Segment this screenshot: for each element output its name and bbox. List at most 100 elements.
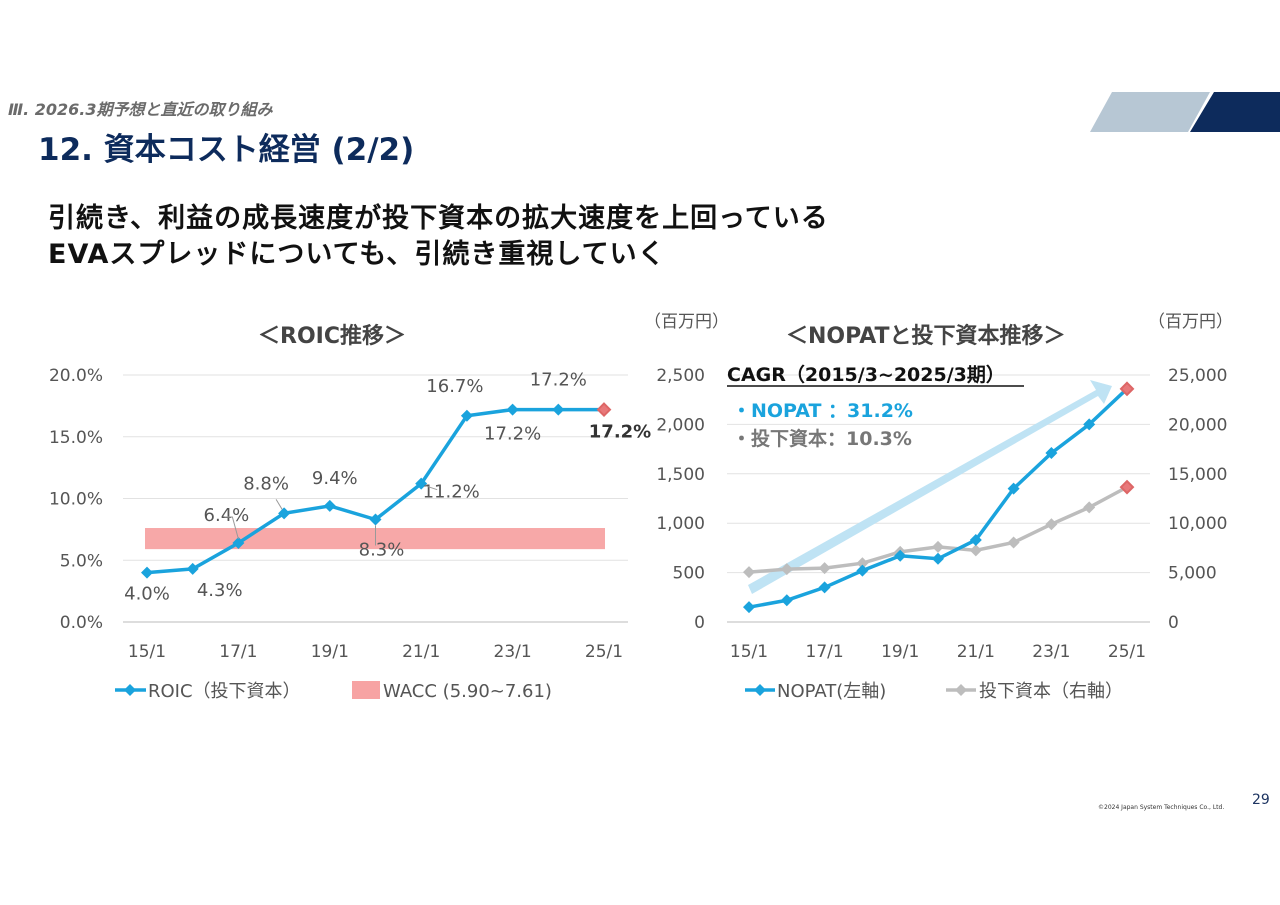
invest-right-tick-label: 0: [1168, 613, 1179, 633]
roic-x-tick-label: 23/1: [494, 642, 532, 662]
roic-data-point: [369, 513, 382, 526]
roic-data-label: 6.4%: [204, 505, 250, 526]
nopat-data-point: [1083, 418, 1096, 431]
roic-x-tick-label: 19/1: [311, 642, 349, 662]
nopat-legend-label: NOPAT(左軸): [777, 681, 886, 702]
copyright: ©2024 Japan System Techniques Co., Ltd.: [1098, 804, 1225, 811]
nopat-x-tick-label: 25/1: [1108, 642, 1146, 662]
nopat-data-point: [818, 581, 831, 594]
nopat-x-tick-label: 19/1: [881, 642, 919, 662]
roic-data-label: 8.8%: [243, 473, 289, 494]
invest-data-point: [1119, 479, 1135, 495]
section-label: Ⅲ. 2026.3期予想と直近の取り組み: [8, 100, 273, 119]
roic-data-point: [141, 566, 153, 579]
roic-data-label: 17.2%: [484, 424, 541, 445]
corner-decoration: [1090, 92, 1280, 132]
nopat-data-point: [743, 601, 755, 614]
roic-data-label: 8.3%: [359, 539, 405, 560]
deco-light-band: [1090, 92, 1210, 132]
roic-x-tick-label: 25/1: [585, 642, 623, 662]
nopat-x-tick-label: 15/1: [730, 642, 768, 662]
cagr-title: CAGR（2015/3~2025/3期）: [727, 363, 1005, 386]
headline-line-1: 引続き、利益の成長速度が投下資本の拡大速度を上回っている: [48, 203, 829, 234]
roic-leader-line: [275, 499, 283, 510]
invest-data-point: [856, 557, 869, 570]
cagr-invest: ・投下資本：10.3%: [732, 427, 912, 450]
roic-chart-title: ＜ROIC推移＞: [258, 324, 406, 349]
left-unit-label: （百万円）: [644, 312, 729, 332]
invest-legend-marker: [955, 684, 967, 696]
roic-data-point: [186, 562, 199, 575]
roic-data-point: [552, 403, 565, 416]
nopat-left-tick-label: 1,000: [656, 514, 705, 534]
roic-x-tick-label: 15/1: [128, 642, 166, 662]
nopat-data-point: [1045, 447, 1058, 460]
roic-data-point: [232, 536, 245, 549]
invest-data-point: [1007, 536, 1020, 549]
roic-x-tick-label: 21/1: [402, 642, 440, 662]
roic-y-tick-label: 10.0%: [49, 490, 103, 510]
invest-right-tick-label: 5,000: [1168, 564, 1217, 584]
roic-leader-line: [425, 485, 438, 491]
roic-leader-line: [224, 516, 239, 540]
roic-data-label: 17.2%: [589, 422, 651, 443]
nopat-left-tick-label: 500: [673, 564, 705, 584]
nopat-data-point: [894, 549, 907, 562]
nopat-data-point: [780, 594, 793, 607]
invest-data-point: [743, 566, 755, 579]
nopat-left-tick-label: 2,000: [656, 415, 705, 435]
nopat-left-tick-label: 2,500: [656, 366, 705, 386]
nopat-x-tick-label: 23/1: [1032, 642, 1070, 662]
headline-line-2: EVAスプレッドについても、引続き重視していく: [48, 239, 666, 270]
invest-data-point: [932, 540, 944, 553]
nopat-x-tick-label: 17/1: [806, 642, 844, 662]
invest-right-tick-label: 15,000: [1168, 465, 1227, 485]
roic-y-tick-label: 5.0%: [60, 551, 103, 571]
wacc-legend-swatch: [352, 681, 380, 699]
roic-data-point: [278, 507, 291, 520]
nopat-x-tick-label: 21/1: [957, 642, 995, 662]
invest-right-tick-label: 10,000: [1168, 514, 1227, 534]
nopat-left-tick-label: 1,500: [656, 465, 705, 485]
deco-navy-band: [1190, 92, 1280, 132]
roic-data-point: [596, 402, 612, 417]
right-unit-label: （百万円）: [1148, 312, 1233, 332]
invest-data-point: [818, 562, 831, 575]
roic-data-point: [323, 499, 336, 512]
nopat-chart-title: ＜NOPATと投下資本推移＞: [786, 324, 1066, 349]
roic-data-point: [506, 403, 519, 416]
invest-data-point: [1083, 501, 1096, 514]
nopat-data-point: [856, 564, 869, 577]
nopat-legend-marker: [754, 684, 766, 696]
invest-data-point: [1045, 518, 1058, 531]
roic-legend-label: ROIC（投下資本）: [148, 681, 301, 702]
roic-data-point: [460, 409, 473, 422]
roic-y-tick-label: 15.0%: [49, 428, 103, 448]
invest-right-tick-label: 20,000: [1168, 415, 1227, 435]
roic-legend-marker: [124, 684, 136, 696]
roic-data-label: 4.0%: [124, 584, 170, 605]
roic-data-label: 17.2%: [530, 370, 587, 391]
roic-data-label: 9.4%: [312, 468, 358, 489]
cagr-nopat: ・NOPAT ：31.2%: [732, 400, 913, 422]
invest-data-point: [780, 563, 793, 576]
nopat-data-point: [969, 533, 982, 546]
invest-legend-label: 投下資本（右軸）: [979, 681, 1123, 702]
invest-right-tick-label: 25,000: [1168, 366, 1227, 386]
roic-y-tick-label: 20.0%: [49, 366, 103, 386]
cagr-trend-arrow: [748, 380, 1112, 594]
roic-data-label: 4.3%: [197, 580, 243, 601]
wacc-legend-label: WACC (5.90~7.61): [383, 681, 552, 702]
roic-data-point: [415, 477, 428, 490]
nopat-left-tick-label: 0: [694, 613, 705, 633]
roic-data-label: 16.7%: [426, 376, 483, 397]
page-number: 29: [1252, 792, 1270, 808]
roic-data-label: 11.2%: [423, 482, 480, 503]
nopat-data-point: [1007, 482, 1020, 495]
roic-y-tick-label: 0.0%: [60, 613, 103, 633]
nopat-data-point: [1119, 381, 1135, 397]
page-title: 12. 資本コスト経営 (2/2): [38, 132, 415, 168]
invest-data-point: [969, 544, 982, 557]
nopat-data-point: [932, 552, 944, 565]
